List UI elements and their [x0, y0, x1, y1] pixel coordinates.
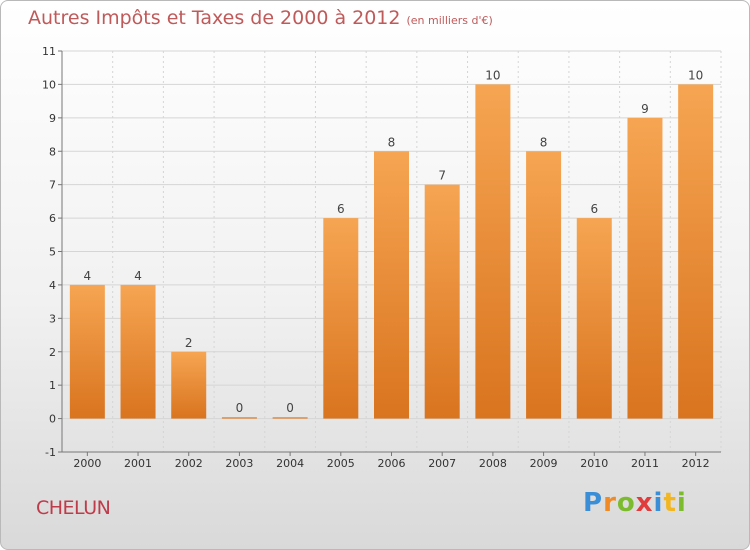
y-tick-label: 2 [49, 346, 56, 359]
bar [627, 117, 663, 419]
x-tick-label: 2003 [225, 457, 253, 470]
logo-letter: r [603, 488, 617, 518]
bar [323, 218, 359, 419]
data-label: 9 [641, 102, 649, 116]
city-name: CHELUN [36, 497, 111, 519]
bar [424, 184, 460, 419]
bar [221, 417, 257, 419]
bar [576, 218, 612, 419]
x-tick-label: 2006 [378, 457, 406, 470]
x-tick-label: 2009 [530, 457, 558, 470]
bar [69, 284, 105, 419]
y-tick-label: 4 [49, 279, 56, 292]
bar [475, 84, 511, 419]
x-tick-label: 2000 [73, 457, 101, 470]
x-tick-label: 2002 [175, 457, 203, 470]
axes: -1 0 1 2 3 4 5 6 7 8 9 10 11 [42, 45, 721, 459]
chart-title: Autres Impôts et Taxes de 2000 à 2012 (en… [28, 7, 493, 29]
chart-title-main: Autres Impôts et Taxes de 2000 à 2012 [28, 7, 401, 29]
x-tick-label: 2004 [276, 457, 304, 470]
y-tick-label: 5 [49, 246, 56, 259]
x-tick-label: 2010 [580, 457, 608, 470]
bar [374, 151, 409, 419]
data-label: 2 [185, 336, 193, 350]
y-tick-label: 7 [49, 179, 56, 192]
chart-subtitle: (en milliers d'€) [406, 14, 493, 27]
data-label: 4 [84, 269, 92, 283]
proxiti-logo: Proxiti [583, 488, 687, 518]
y-tick-label: 0 [49, 413, 56, 426]
bars [69, 84, 714, 419]
x-tick-label: 2008 [479, 457, 507, 470]
data-label: 0 [286, 401, 294, 415]
y-tick-label: 10 [42, 78, 56, 91]
data-label: 7 [438, 169, 446, 183]
bar [678, 84, 714, 419]
y-tick-label: -1 [45, 446, 56, 459]
data-label: 8 [388, 135, 396, 149]
logo-letter: x [635, 488, 654, 518]
bar [526, 151, 562, 419]
bar [120, 284, 156, 419]
x-tick-label: 2001 [124, 457, 152, 470]
data-label: 8 [540, 135, 548, 149]
data-label: 6 [590, 202, 598, 216]
x-tick-label: 2007 [428, 457, 456, 470]
y-tick-label: 9 [49, 112, 56, 125]
y-tick-label: 11 [42, 45, 56, 58]
x-tick-label: 2012 [682, 457, 710, 470]
logo-letter: P [583, 488, 604, 518]
data-label: 0 [236, 401, 244, 415]
logo-letter: i [676, 488, 687, 518]
data-label: 6 [337, 202, 345, 216]
y-tick-label: 6 [49, 212, 56, 225]
data-label: 10 [688, 68, 703, 82]
data-label: 4 [134, 269, 142, 283]
labels: 4 2000 4 2001 2 2002 0 2003 0 2004 6 2005 8 2006 7 2007… [73, 68, 709, 470]
logo-letter: i [653, 488, 664, 518]
logo-letter: o [616, 488, 636, 518]
y-tick-label: 1 [49, 379, 56, 392]
bar [171, 351, 207, 419]
x-tick-label: 2005 [327, 457, 355, 470]
x-tick-label: 2011 [631, 457, 659, 470]
data-label: 10 [485, 68, 500, 82]
y-tick-label: 8 [49, 145, 56, 158]
logo-letter: t [663, 488, 677, 518]
y-tick-label: 3 [49, 312, 56, 325]
bar [272, 417, 308, 419]
